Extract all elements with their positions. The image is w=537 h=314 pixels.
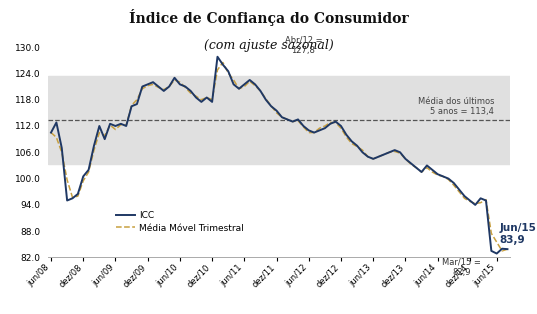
Bar xyxy=(48,76,510,164)
Text: (com ajuste sazonal): (com ajuste sazonal) xyxy=(204,39,333,52)
Text: Média dos últimos
5 anos = 113,4: Média dos últimos 5 anos = 113,4 xyxy=(418,97,494,116)
Legend: ICC, Média Móvel Trimestral: ICC, Média Móvel Trimestral xyxy=(113,207,248,236)
Text: Índice de Confiança do Consumidor: Índice de Confiança do Consumidor xyxy=(129,9,408,26)
Text: Jun/15 =
83,9: Jun/15 = 83,9 xyxy=(499,223,537,245)
Text: Abr/12 =
127,8: Abr/12 = 127,8 xyxy=(285,35,322,55)
Text: Mar/15 =
82,9: Mar/15 = 82,9 xyxy=(442,258,481,277)
